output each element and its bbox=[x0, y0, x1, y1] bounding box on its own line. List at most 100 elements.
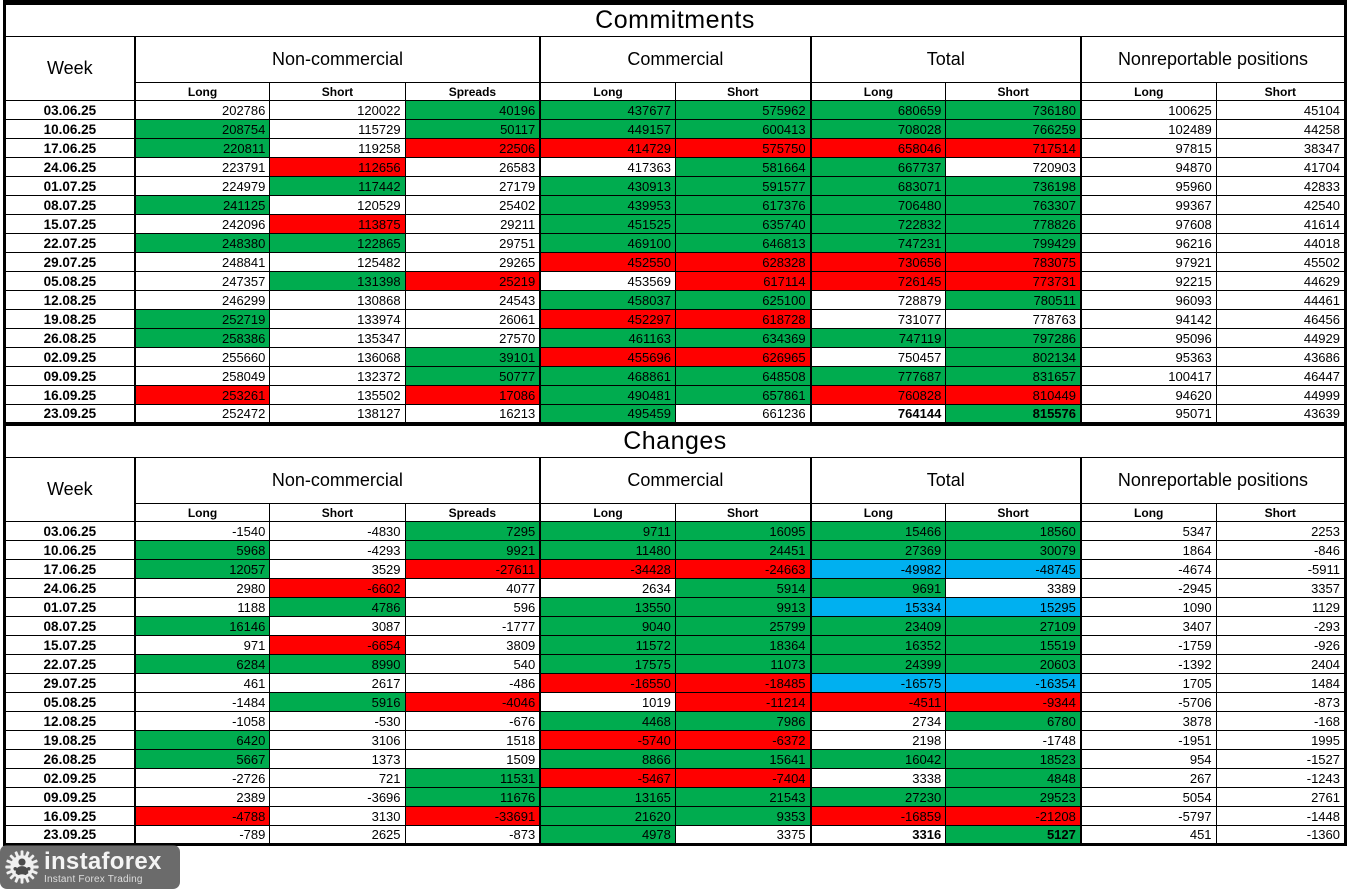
value-cell: 241125 bbox=[133, 195, 271, 215]
value-cell: 831657 bbox=[945, 366, 1082, 386]
value-cell: 100625 bbox=[1079, 100, 1217, 120]
value-cell: 780511 bbox=[945, 290, 1082, 310]
week-cell: 01.07.25 bbox=[3, 597, 136, 617]
value-cell: 661236 bbox=[674, 404, 812, 424]
value-cell: 458037 bbox=[539, 290, 676, 310]
value-cell: -9344 bbox=[945, 692, 1082, 712]
value-cell: 797286 bbox=[945, 328, 1082, 348]
value-cell: 3357 bbox=[1215, 578, 1347, 598]
value-cell: 16095 bbox=[674, 521, 812, 541]
week-cell: 05.08.25 bbox=[3, 271, 136, 291]
value-cell: 4077 bbox=[404, 578, 541, 598]
gear-person-icon bbox=[4, 849, 40, 885]
value-cell: 799429 bbox=[945, 233, 1082, 253]
value-cell: -16550 bbox=[539, 673, 676, 693]
value-cell: -1759 bbox=[1079, 635, 1217, 655]
value-cell: 42833 bbox=[1215, 176, 1347, 196]
value-cell: 15466 bbox=[809, 521, 947, 541]
sub-header-spreads: Spreads bbox=[404, 82, 541, 101]
value-cell: 618728 bbox=[674, 309, 812, 329]
value-cell: 113875 bbox=[269, 214, 406, 234]
value-cell: 2198 bbox=[809, 730, 947, 750]
value-cell: 17575 bbox=[539, 654, 676, 674]
value-cell: 628328 bbox=[674, 252, 812, 272]
week-cell: 02.09.25 bbox=[3, 347, 136, 367]
commitments-title: Commitments bbox=[4, 2, 1346, 37]
table-row: 05.08.25 247357 131398 25219 453569 617114 726… bbox=[3, 271, 1347, 291]
value-cell: 439953 bbox=[539, 195, 676, 215]
table-row: 17.06.25 220811 119258 22506 414729 575750 658… bbox=[3, 138, 1347, 158]
value-cell: 267 bbox=[1079, 768, 1217, 788]
value-cell: 117442 bbox=[269, 176, 406, 196]
value-cell: 747119 bbox=[809, 328, 947, 348]
value-cell: -34428 bbox=[539, 559, 676, 579]
group-header-commercial: Commercial bbox=[539, 36, 812, 83]
value-cell: 2389 bbox=[133, 787, 271, 807]
value-cell: 490481 bbox=[539, 385, 676, 405]
value-cell: 1705 bbox=[1079, 673, 1217, 693]
week-cell: 17.06.25 bbox=[3, 559, 136, 579]
sub-header-long: Long bbox=[539, 503, 676, 522]
value-cell: 3809 bbox=[404, 635, 541, 655]
value-cell: 581664 bbox=[674, 157, 812, 177]
value-cell: 44461 bbox=[1215, 290, 1347, 310]
value-cell: -168 bbox=[1215, 711, 1347, 731]
value-cell: 2617 bbox=[269, 673, 406, 693]
value-cell: 13165 bbox=[539, 787, 676, 807]
value-cell: -5797 bbox=[1079, 806, 1217, 826]
value-cell: 449157 bbox=[539, 119, 676, 139]
value-cell: 18523 bbox=[945, 749, 1082, 769]
value-cell: 778826 bbox=[945, 214, 1082, 234]
value-cell: 3529 bbox=[269, 559, 406, 579]
week-cell: 22.07.25 bbox=[3, 233, 136, 253]
value-cell: -1540 bbox=[133, 521, 271, 541]
value-cell: 102489 bbox=[1079, 119, 1217, 139]
value-cell: 625100 bbox=[674, 290, 812, 310]
changes-sub-header-row: Long Short Spreads Long Short Long Short… bbox=[5, 503, 1347, 522]
value-cell: 9921 bbox=[404, 540, 541, 560]
value-cell: 50777 bbox=[404, 366, 541, 386]
value-cell: 130868 bbox=[269, 290, 406, 310]
value-cell: -5911 bbox=[1215, 559, 1347, 579]
value-cell: 783075 bbox=[945, 252, 1082, 272]
value-cell: 132372 bbox=[269, 366, 406, 386]
value-cell: 667737 bbox=[809, 157, 947, 177]
value-cell: 706480 bbox=[809, 195, 947, 215]
table-row: 19.08.25 252719 133974 26061 452297 618728 731… bbox=[3, 309, 1347, 329]
value-cell: 954 bbox=[1079, 749, 1217, 769]
value-cell: 1509 bbox=[404, 749, 541, 769]
value-cell: 202786 bbox=[133, 100, 271, 120]
value-cell: 451 bbox=[1079, 825, 1217, 845]
table-row: 24.06.25 223791 112656 26583 417363 581664 667… bbox=[3, 157, 1347, 177]
value-cell: 575750 bbox=[674, 138, 812, 158]
group-header-commercial: Commercial bbox=[539, 457, 812, 504]
value-cell: 540 bbox=[404, 654, 541, 674]
value-cell: 777687 bbox=[809, 366, 947, 386]
table-row: 05.08.25 -1484 5916 -4046 1019 -11214 -4511 -93… bbox=[3, 692, 1347, 712]
value-cell: -486 bbox=[404, 673, 541, 693]
changes-title: Changes bbox=[4, 425, 1346, 458]
week-cell: 01.07.25 bbox=[3, 176, 136, 196]
value-cell: 417363 bbox=[539, 157, 676, 177]
value-cell: 41614 bbox=[1215, 214, 1347, 234]
week-cell: 16.09.25 bbox=[3, 385, 136, 405]
group-header-noncommercial: Non-commercial bbox=[133, 36, 541, 83]
week-cell: 29.07.25 bbox=[3, 673, 136, 693]
commitments-title-row: Commitments bbox=[4, 2, 1346, 37]
value-cell: -48745 bbox=[945, 559, 1082, 579]
sub-header-short: Short bbox=[945, 503, 1082, 522]
value-cell: 41704 bbox=[1215, 157, 1347, 177]
value-cell: -18485 bbox=[674, 673, 812, 693]
table-row: 10.06.25 208754 115729 50117 449157 600413 708… bbox=[3, 119, 1347, 139]
value-cell: 11480 bbox=[539, 540, 676, 560]
week-header: Week bbox=[3, 457, 136, 522]
value-cell: -1951 bbox=[1079, 730, 1217, 750]
value-cell: 22506 bbox=[404, 138, 541, 158]
value-cell: 16213 bbox=[404, 404, 541, 424]
value-cell: 730656 bbox=[809, 252, 947, 272]
value-cell: 96093 bbox=[1079, 290, 1217, 310]
sub-header-long: Long bbox=[539, 82, 676, 101]
value-cell: 242096 bbox=[133, 214, 271, 234]
value-cell: 27179 bbox=[404, 176, 541, 196]
value-cell: 45104 bbox=[1215, 100, 1347, 120]
